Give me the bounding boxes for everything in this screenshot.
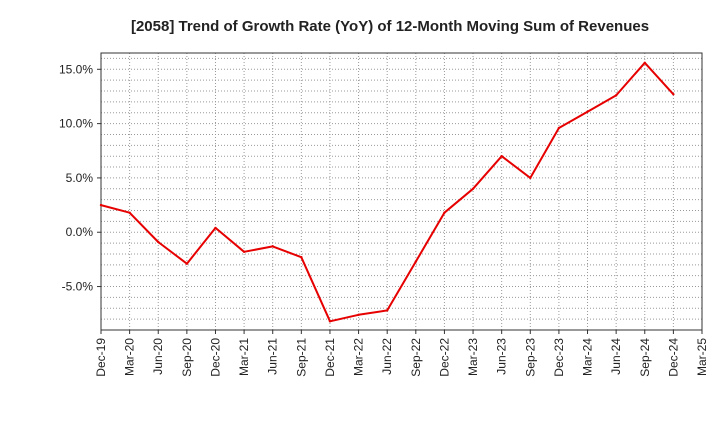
chart-title: [2058] Trend of Growth Rate (YoY) of 12-… xyxy=(131,18,649,35)
x-tick-label: Sep-21 xyxy=(294,338,308,377)
data-point xyxy=(128,211,131,214)
series-layer xyxy=(99,61,675,323)
x-tick-label: Mar-25 xyxy=(695,338,709,376)
plot-frame xyxy=(100,52,703,331)
y-tick-label: -5.0% xyxy=(62,280,94,294)
x-tick-label: Dec-20 xyxy=(208,338,222,377)
data-point xyxy=(443,211,446,214)
y-tick-label: 15.0% xyxy=(59,62,93,76)
x-tick-label: Dec-19 xyxy=(94,338,108,377)
data-point xyxy=(242,250,246,253)
data-point xyxy=(586,110,589,113)
y-tick-label: 10.0% xyxy=(59,117,93,131)
data-point xyxy=(643,61,646,64)
data-point xyxy=(300,256,303,259)
y-tick-label: 5.0% xyxy=(66,171,94,185)
x-tick-label: Sep-22 xyxy=(409,338,423,377)
x-tick-label: Mar-20 xyxy=(123,338,137,376)
x-tick-label: Mar-23 xyxy=(466,338,480,376)
x-tick-label: Jun-20 xyxy=(151,338,165,375)
x-tick-label: Sep-23 xyxy=(523,338,537,377)
x-tick-label: Jun-21 xyxy=(266,338,280,375)
y-axis-ticks: 15.0% 10.0% 5.0% 0.0% -5.0% xyxy=(59,62,101,294)
data-point xyxy=(529,176,532,180)
x-tick-label: Sep-20 xyxy=(180,338,194,377)
data-point xyxy=(157,240,160,244)
x-tick-label: Mar-21 xyxy=(237,338,251,376)
data-point xyxy=(385,309,389,312)
x-tick-label: Dec-21 xyxy=(323,338,337,377)
data-point xyxy=(328,320,332,323)
data-point xyxy=(614,94,618,97)
data-point xyxy=(99,203,103,207)
data-point xyxy=(271,245,274,248)
y-tick-label: 0.0% xyxy=(66,225,94,239)
data-point xyxy=(185,262,189,265)
data-point xyxy=(672,93,675,96)
x-tick-label: Dec-23 xyxy=(552,338,566,377)
data-point xyxy=(500,154,503,158)
x-tick-label: Sep-24 xyxy=(638,338,652,377)
x-tick-label: Dec-24 xyxy=(666,338,680,377)
x-tick-label: Dec-22 xyxy=(437,338,451,377)
data-point xyxy=(414,260,418,263)
x-tick-label: Mar-24 xyxy=(581,338,595,376)
x-tick-label: Jun-22 xyxy=(380,338,394,375)
data-point xyxy=(357,313,360,316)
data-point xyxy=(214,226,217,230)
x-tick-label: Jun-23 xyxy=(495,338,509,375)
x-tick-label: Jun-24 xyxy=(609,338,623,375)
grid-lines xyxy=(100,53,703,331)
data-point xyxy=(557,126,561,130)
x-axis-ticks: Dec-19 Mar-20 Jun-20 Sep-20 Dec-20 Mar-21 Jun-… xyxy=(94,330,709,377)
x-tick-label: Mar-22 xyxy=(352,338,366,376)
data-point xyxy=(471,187,475,190)
